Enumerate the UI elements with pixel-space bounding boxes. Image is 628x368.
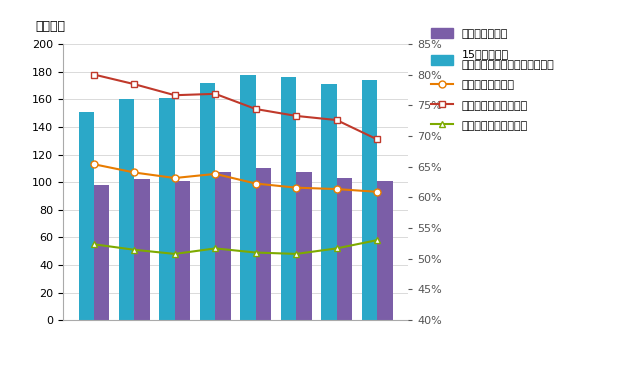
Bar — [362, 80, 377, 320]
Bar — [215, 173, 230, 320]
Bar — [200, 83, 215, 320]
Bar — [134, 179, 149, 320]
Bar — [377, 181, 392, 320]
Bar — [241, 74, 256, 320]
Legend: （労働力人口）, 15歳以上人口
（労働力状態「不詳」を除く）, 労働力率（全体）, （労働力率（男性））, （労働力率（女性））: （労働力人口）, 15歳以上人口 （労働力状態「不詳」を除く）, 労働力率（全体… — [426, 24, 559, 135]
Text: （千人）: （千人） — [35, 20, 65, 33]
Bar — [296, 173, 311, 320]
Bar — [337, 178, 352, 320]
Bar — [281, 77, 296, 320]
Bar — [160, 98, 175, 320]
Bar — [94, 185, 109, 320]
Bar — [119, 99, 134, 320]
Bar — [175, 181, 190, 320]
Bar — [322, 84, 337, 320]
Bar — [256, 169, 271, 320]
Bar — [78, 112, 94, 320]
